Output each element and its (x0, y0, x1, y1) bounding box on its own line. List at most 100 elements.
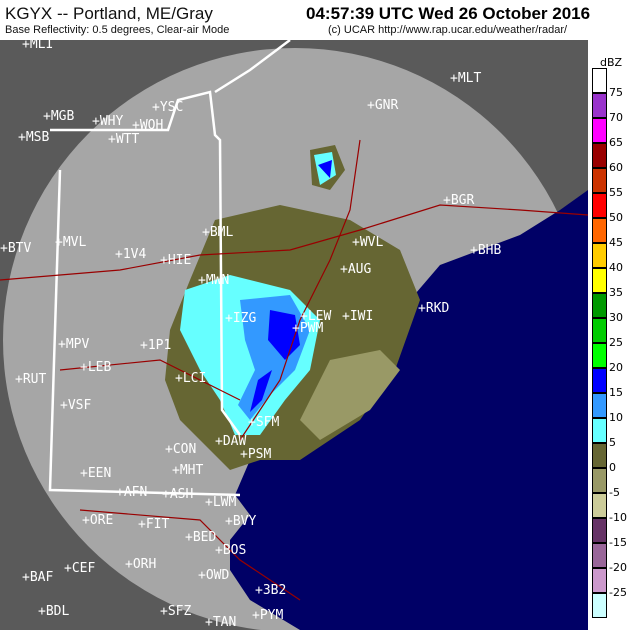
legend-swatch (592, 343, 607, 368)
legend-swatch (592, 68, 607, 93)
legend-label: 45 (609, 236, 623, 249)
station-label: +WVL (352, 235, 383, 250)
dbz-legend: dBZ 75 70 65 60 55 50 45 40 35 30 25 20 15 10 5 0 -5 -10-… (588, 40, 630, 630)
legend-swatch (592, 468, 607, 493)
station-label: +3B2 (255, 583, 286, 598)
station-label: +BED (185, 530, 216, 545)
legend-swatch (592, 418, 607, 443)
station-label: +IZG (225, 311, 256, 326)
station-label: +SFM (248, 415, 279, 430)
station-label: +FIT (138, 517, 169, 532)
legend-swatch (592, 543, 607, 568)
legend-label: 50 (609, 211, 623, 224)
legend-swatch (592, 218, 607, 243)
station-label: +1P1 (140, 338, 171, 353)
station-label: +LWM (205, 495, 236, 510)
legend-label: 15 (609, 386, 623, 399)
station-label: +BTV (0, 241, 31, 256)
station-label: +PSM (240, 447, 271, 462)
station-label: +BOS (215, 543, 246, 558)
station-label: +PYM (252, 608, 283, 623)
legend-label: 35 (609, 286, 623, 299)
echo-light (300, 350, 400, 440)
station-label: +CEF (64, 561, 95, 576)
legend-label: 20 (609, 361, 623, 374)
station-label: +MLT (450, 71, 481, 86)
station-label: +MHT (172, 463, 203, 478)
legend-swatch (592, 393, 607, 418)
legend-label: 70 (609, 111, 623, 124)
station-label: +AFN (116, 485, 147, 500)
station-label: +ORE (82, 513, 113, 528)
state-borders (48, 40, 291, 497)
station-label: +VSF (60, 398, 91, 413)
legend-label: 55 (609, 186, 623, 199)
legend-swatch (592, 568, 607, 593)
legend-swatch (592, 193, 607, 218)
station-label: +TAN (205, 615, 236, 630)
credit-link[interactable]: (c) UCAR http://www.rap.ucar.edu/weather… (328, 24, 568, 36)
station-label: +1V4 (115, 247, 146, 262)
station-label: +MGB (43, 109, 74, 124)
station-label: +AUG (340, 262, 371, 277)
legend-label: -20 (609, 561, 627, 574)
station-label: +MWN (198, 273, 229, 288)
station-label: +IWI (342, 309, 373, 324)
station-label: +BVY (225, 514, 256, 529)
station-label: +ORH (125, 557, 156, 572)
legend-label: 40 (609, 261, 623, 274)
legend-swatch (592, 143, 607, 168)
legend-label: -15 (609, 536, 627, 549)
station-label: +WQH (132, 118, 163, 133)
legend-swatch (592, 293, 607, 318)
legend-swatch (592, 518, 607, 543)
station-label: +MVL (55, 235, 86, 250)
legend-label: -25 (609, 586, 627, 599)
station-label: +BAF (22, 570, 53, 585)
station-label: +RKD (418, 301, 449, 316)
station-label: +ASH (162, 487, 193, 502)
legend-swatch (592, 593, 607, 618)
legend-label: 65 (609, 136, 623, 149)
legend-swatch (592, 93, 607, 118)
station-label: +EEN (80, 466, 111, 481)
legend-swatch (592, 118, 607, 143)
legend-label: 0 (609, 461, 616, 474)
legend-label: 30 (609, 311, 623, 324)
station-label: +OWD (198, 568, 229, 583)
station-label: +LEW (300, 309, 331, 324)
station-label: +RUT (15, 372, 46, 387)
station-label: +LCI (175, 371, 206, 386)
header: KGYX -- Portland, ME/Gray Base Reflectiv… (0, 0, 630, 40)
station-label: +YSC (152, 100, 183, 115)
legend-label: 75 (609, 86, 623, 99)
timestamp: 04:57:39 UTC Wed 26 October 2016 (306, 4, 591, 23)
legend-unit: dBZ (600, 56, 623, 69)
station-label: +HIE (160, 253, 191, 268)
product-subtitle: Base Reflectivity: 0.5 degrees, Clear-ai… (5, 24, 230, 36)
station-label: +LEB (80, 360, 111, 375)
legend-swatch (592, 368, 607, 393)
station-label: +SFZ (160, 604, 191, 619)
echo-strong (250, 310, 300, 412)
legend-label: 60 (609, 161, 623, 174)
station-label: +DAW (215, 434, 246, 449)
station-label: +BHB (470, 243, 501, 258)
legend-swatch (592, 493, 607, 518)
legend-swatch (592, 443, 607, 468)
legend-label: 25 (609, 336, 623, 349)
station-label: +GNR (367, 98, 398, 113)
legend-swatch (592, 243, 607, 268)
radar-map[interactable]: +MLI +YSC +WQH +WHY +WTT +MGB +MSB +GNR +MLT +BGR… (0, 40, 588, 630)
station-label: +WHY (92, 114, 123, 129)
legend-label: -5 (609, 486, 620, 499)
station-label: +WTT (108, 132, 139, 147)
roads (0, 139, 588, 601)
station-label: +MPV (58, 337, 89, 352)
station-title: KGYX -- Portland, ME/Gray (5, 4, 213, 23)
station-label: +MLI (22, 40, 53, 52)
echo-layer (165, 145, 420, 470)
legend-swatch (592, 318, 607, 343)
station-label: +CON (165, 442, 196, 457)
station-label: +BGR (443, 193, 474, 208)
